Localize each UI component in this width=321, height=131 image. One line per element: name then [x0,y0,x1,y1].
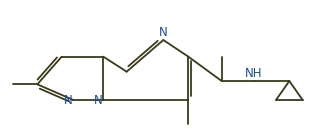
Text: N: N [94,94,102,107]
Text: NH: NH [245,67,263,80]
Text: N: N [159,26,168,39]
Text: N: N [64,94,72,107]
